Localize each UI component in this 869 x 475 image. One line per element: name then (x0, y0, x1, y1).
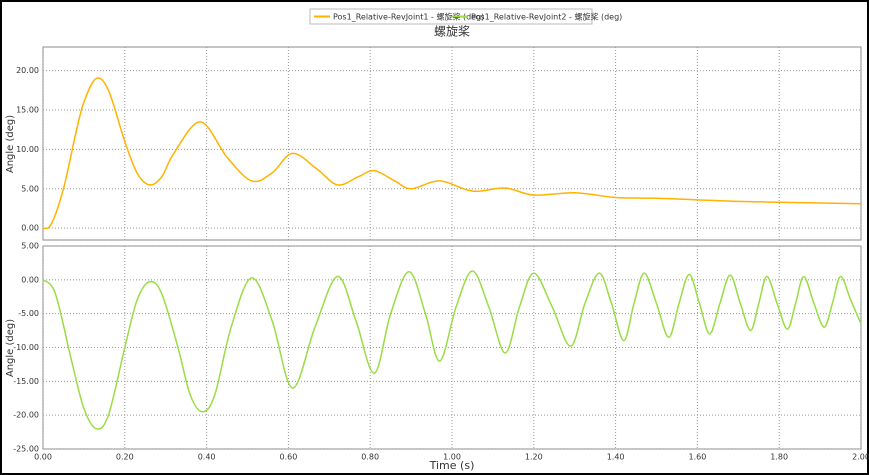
x-tick-label: 0.00 (34, 453, 52, 462)
y-tick-label: 0.00 (21, 224, 39, 233)
y-tick-label: 5.00 (21, 184, 39, 193)
chart-title: 螺旋桨 (434, 25, 470, 39)
y-tick-label: 5.00 (21, 242, 39, 251)
legend-entry: Pos1_Relative-RevJoint1 - 螺旋桨 (deg) (333, 12, 484, 22)
x-tick-label: 1.20 (525, 453, 543, 462)
y-tick-label: -15.00 (13, 377, 39, 386)
legend-entry: Pos1_Relative-RevJoint2 - 螺旋桨 (deg) (471, 12, 622, 22)
x-axis-label: Time (s) (429, 459, 475, 472)
y-tick-label: -20.00 (13, 411, 39, 420)
y-tick-label: -5.00 (18, 309, 39, 318)
y-tick-label: 0.00 (21, 275, 39, 284)
y-axis-label: Angle (deg) (5, 115, 16, 173)
x-tick-label: 0.80 (361, 453, 379, 462)
x-tick-label: 1.60 (688, 453, 706, 462)
y-tick-label: 10.00 (16, 145, 39, 154)
x-tick-label: 0.60 (279, 453, 297, 462)
y-tick-label: -25.00 (13, 445, 39, 454)
y-axis-label: Angle (deg) (5, 319, 16, 377)
x-tick-label: 1.80 (770, 453, 788, 462)
y-tick-label: 20.00 (16, 66, 39, 75)
series-line (42, 270, 862, 430)
x-tick-label: 0.40 (198, 453, 216, 462)
y-tick-label: 15.00 (16, 106, 39, 115)
y-tick-label: -10.00 (13, 343, 39, 352)
x-tick-label: 1.40 (607, 453, 625, 462)
x-tick-label: 1.00 (443, 453, 461, 462)
series-line (42, 77, 862, 230)
legend-box (309, 8, 593, 25)
x-tick-label: 2.00 (852, 453, 869, 462)
x-tick-label: 0.20 (116, 453, 134, 462)
